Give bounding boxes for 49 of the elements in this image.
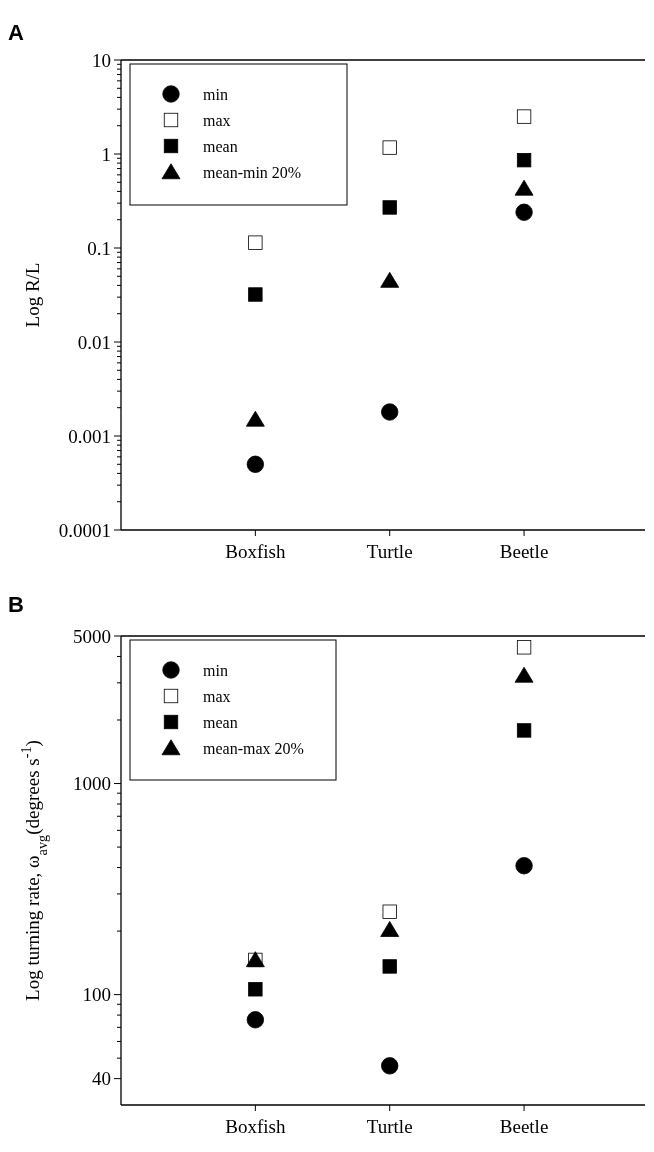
- point: [246, 455, 265, 473]
- point: [245, 410, 265, 427]
- point: [382, 904, 397, 919]
- legend-label: mean-min 20%: [203, 163, 302, 181]
- point: [516, 640, 532, 655]
- point: [381, 403, 399, 421]
- y-tick-label: 10: [92, 49, 111, 71]
- y-tick-label: 0.1: [87, 237, 111, 259]
- y-tick-label: 5000: [73, 625, 111, 647]
- y-tick-label: 1: [101, 143, 111, 165]
- legend-label: max: [203, 687, 231, 705]
- point: [516, 109, 532, 124]
- y-tick-label: 40: [92, 1068, 111, 1090]
- point: [514, 666, 534, 683]
- chart-title: B: [8, 592, 24, 617]
- point: [382, 200, 397, 215]
- x-tick-label: Turtle: [366, 541, 413, 562]
- legend-label: mean-max 20%: [203, 739, 304, 757]
- point: [382, 959, 397, 974]
- point: [248, 982, 263, 997]
- point: [515, 857, 533, 875]
- y-tick-label: 100: [82, 984, 111, 1006]
- x-tick-label: Boxfish: [225, 541, 286, 562]
- x-tick-label: Beetle: [499, 541, 549, 562]
- point: [246, 1011, 265, 1029]
- point: [248, 235, 263, 250]
- chart-title: A: [8, 20, 24, 45]
- legend-label: min: [203, 661, 228, 679]
- point: [382, 140, 397, 155]
- point: [248, 287, 263, 302]
- y-tick-label: 0.001: [68, 425, 111, 447]
- point: [515, 203, 533, 221]
- point: [381, 1057, 399, 1075]
- point: [514, 179, 534, 196]
- y-tick-label: 0.01: [77, 331, 111, 353]
- legend-label: mean: [203, 137, 238, 155]
- point: [380, 271, 400, 288]
- y-tick-label: 1000: [73, 773, 111, 795]
- legend-label: min: [203, 85, 228, 103]
- legend-label: max: [203, 111, 231, 129]
- point: [516, 153, 532, 168]
- x-tick-label: Boxfish: [225, 1116, 286, 1137]
- y-axis-title: Log R/L: [22, 262, 43, 328]
- point: [380, 921, 400, 937]
- point: [516, 723, 532, 738]
- y-tick-label: 0.0001: [58, 519, 111, 541]
- x-tick-label: Beetle: [499, 1116, 549, 1137]
- x-tick-label: Turtle: [366, 1116, 413, 1137]
- legend-label: mean: [203, 713, 238, 731]
